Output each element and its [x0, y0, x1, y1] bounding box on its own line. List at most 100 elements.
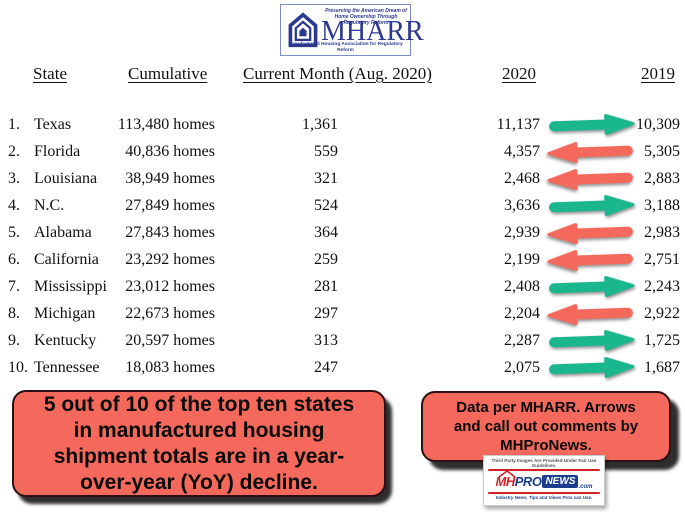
row-state: Mississippi — [34, 278, 107, 295]
row-rank: 7. — [8, 278, 20, 295]
table-row: 5. Alabama 27,843 homes 364 2,939 2,983 — [0, 219, 685, 246]
row-current-month: 247 — [314, 359, 338, 376]
row-cumulative: 18,083 homes — [125, 359, 215, 376]
row-2020-value: 2,204 — [504, 305, 540, 322]
trend-up-arrow-icon — [545, 273, 638, 300]
brand-news: NEWS — [542, 475, 579, 488]
mharr-tagline: Preserving the American Dream of Home Ow… — [325, 8, 407, 26]
row-2019-value: 2,751 — [644, 251, 680, 268]
brand-pro: PRO — [514, 474, 542, 489]
row-state: Kentucky — [34, 332, 97, 349]
logo-rule-top — [488, 469, 600, 471]
data-source-callout-text: Data per MHARR. Arrows and call out comm… — [453, 399, 639, 454]
row-rank: 8. — [8, 305, 20, 322]
table-row: 3. Louisiana 38,949 homes 321 2,468 2,88… — [0, 165, 685, 192]
table-row: 2. Florida 40,836 homes 559 4,357 5,305 — [0, 138, 685, 165]
row-state: Tennessee — [34, 359, 100, 376]
header-2019: 2019 — [641, 64, 675, 83]
row-2020-value: 2,287 — [504, 332, 540, 349]
row-rank: 2. — [8, 143, 20, 160]
row-state: N.C. — [34, 197, 65, 214]
row-2019-value: 2,983 — [644, 224, 680, 241]
table-row: 8. Michigan 22,673 homes 297 2,204 2,922 — [0, 300, 685, 327]
mharr-logo: Preserving the American Dream of Home Ow… — [280, 4, 424, 56]
row-rank: 10. — [8, 359, 28, 376]
row-current-month: 524 — [314, 197, 338, 214]
row-rank: 5. — [8, 224, 20, 241]
row-2019-value: 10,309 — [636, 116, 680, 133]
table-row: 1. Texas 113,480 homes 1,361 11,137 10,3… — [0, 111, 685, 138]
trend-up-arrow-icon — [545, 327, 638, 354]
row-cumulative: 38,949 homes — [125, 170, 215, 187]
header-2020: 2020 — [502, 64, 536, 83]
row-2020-value: 2,468 — [504, 170, 540, 187]
mharr-house-icon — [288, 12, 318, 48]
row-current-month: 297 — [314, 305, 338, 322]
row-2020-value: 2,199 — [504, 251, 540, 268]
row-state: Louisiana — [34, 170, 98, 187]
header-state: State — [33, 64, 67, 83]
mharr-wordmark: MHARR — [321, 16, 424, 47]
row-2019-value: 5,305 — [644, 143, 680, 160]
row-current-month: 364 — [314, 224, 338, 241]
row-state: Florida — [34, 143, 81, 160]
row-state: Alabama — [34, 224, 92, 241]
row-cumulative: 40,836 homes — [125, 143, 215, 160]
row-current-month: 321 — [314, 170, 338, 187]
row-cumulative: 20,597 homes — [125, 332, 215, 349]
brand-tld: .com — [578, 484, 593, 490]
trend-down-arrow-icon — [545, 165, 638, 192]
row-state: Texas — [34, 116, 72, 133]
mhpronews-wordmark: MH PRO NEWS .com — [484, 470, 604, 491]
row-2019-value: 2,883 — [644, 170, 680, 187]
row-2020-value: 3,636 — [504, 197, 540, 214]
row-2019-value: 1,725 — [644, 332, 680, 349]
row-state: Michigan — [34, 305, 96, 322]
fair-use-disclaimer: Third Party Images Are Provided Under Fa… — [491, 458, 597, 468]
row-cumulative: 27,843 homes — [125, 224, 215, 241]
table-row: 7. Mississippi 23,012 homes 281 2,408 2,… — [0, 273, 685, 300]
logo-rule-bottom — [488, 492, 600, 494]
yoy-decline-callout-text: 5 out of 10 of the top ten states in man… — [43, 392, 355, 494]
trend-down-arrow-icon — [545, 246, 638, 273]
row-2020-value: 2,939 — [504, 224, 540, 241]
row-rank: 3. — [8, 170, 20, 187]
table-row: 9. Kentucky 20,597 homes 313 2,287 1,725 — [0, 327, 685, 354]
row-rank: 4. — [8, 197, 20, 214]
row-current-month: 259 — [314, 251, 338, 268]
table-row: 6. California 23,292 homes 259 2,199 2,7… — [0, 246, 685, 273]
brand-mh: MH — [495, 474, 516, 489]
row-2020-value: 11,137 — [496, 116, 540, 133]
table-row: 4. N.C. 27,849 homes 524 3,636 3,188 — [0, 192, 685, 219]
data-source-callout: Data per MHARR. Arrows and call out comm… — [421, 391, 671, 462]
row-current-month: 281 — [314, 278, 338, 295]
row-cumulative: 113,480 homes — [117, 116, 215, 133]
row-rank: 6. — [8, 251, 20, 268]
row-current-month: 559 — [314, 143, 338, 160]
row-current-month: 313 — [314, 332, 338, 349]
table-row: 10. Tennessee 18,083 homes 247 2,075 1,6… — [0, 354, 685, 381]
trend-up-arrow-icon — [545, 111, 638, 138]
row-cumulative: 23,292 homes — [125, 251, 215, 268]
header-cumulative: Cumulative — [128, 64, 208, 83]
row-cumulative: 22,673 homes — [125, 305, 215, 322]
header-current-month: Current Month (Aug. 2020) — [243, 64, 432, 83]
row-2019-value: 2,243 — [644, 278, 680, 295]
row-cumulative: 27,849 homes — [125, 197, 215, 214]
row-rank: 1. — [8, 116, 20, 133]
row-current-month: 1,361 — [302, 116, 338, 133]
mharr-subtitle: Manufactured Housing Association for Reg… — [288, 42, 403, 53]
trend-down-arrow-icon — [545, 300, 638, 327]
row-2020-value: 2,075 — [504, 359, 540, 376]
row-2020-value: 2,408 — [504, 278, 540, 295]
trend-up-arrow-icon — [545, 354, 638, 381]
row-2020-value: 4,357 — [504, 143, 540, 160]
row-rank: 9. — [8, 332, 20, 349]
trend-up-arrow-icon — [545, 192, 638, 219]
yoy-decline-callout: 5 out of 10 of the top ten states in man… — [12, 390, 386, 497]
mhpronews-tagline: Industry News, Tips and Views Pros can U… — [495, 495, 593, 500]
row-2019-value: 3,188 — [644, 197, 680, 214]
row-2019-value: 2,922 — [644, 305, 680, 322]
row-cumulative: 23,012 homes — [125, 278, 215, 295]
